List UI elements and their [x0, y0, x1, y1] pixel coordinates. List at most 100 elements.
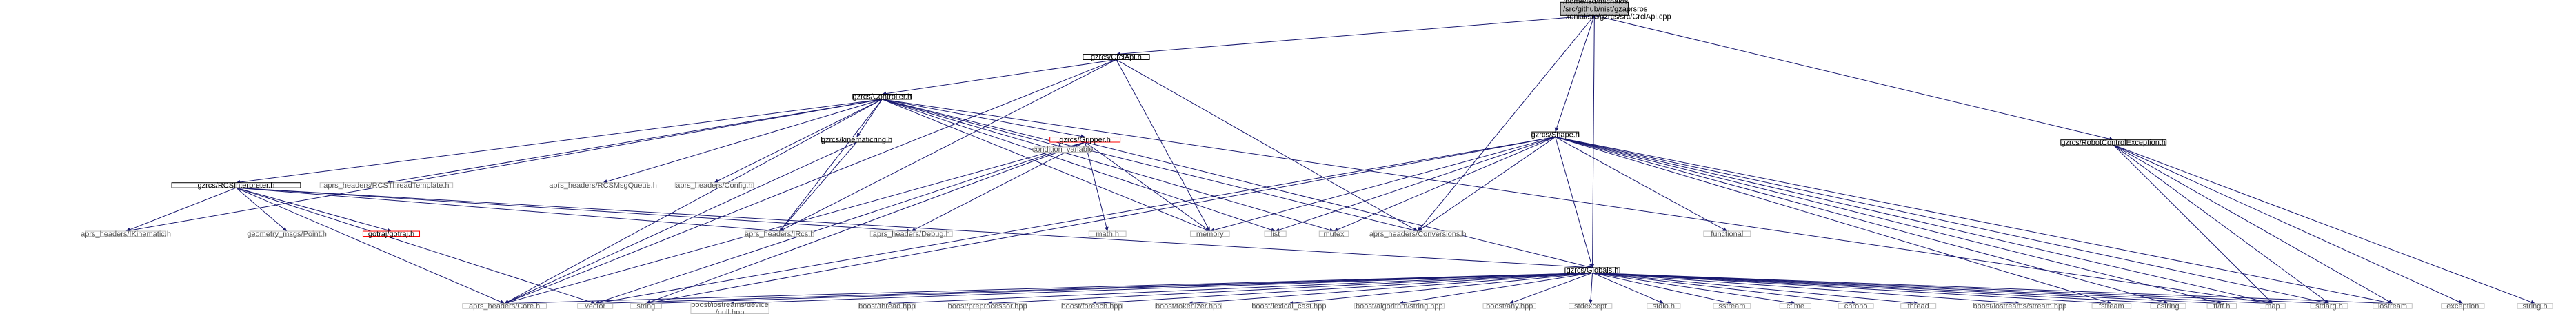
node-gotraj[interactable]: gotraj/gotraj.h: [362, 230, 421, 238]
node-fstream[interactable]: fstream: [2091, 302, 2132, 311]
edge-robotctrlexc-to-iostream: [2113, 144, 2393, 304]
node-box: [1569, 303, 1613, 309]
node-gripper[interactable]: gzrcs/Gripper.h: [1049, 136, 1121, 144]
edge-crclapi-to-ircs: [779, 59, 1117, 232]
edge-shape-to-tfh: [1555, 137, 2222, 305]
node-memory[interactable]: memory: [1189, 230, 1230, 238]
node-stdio[interactable]: stdio.h: [1647, 302, 1681, 311]
node-label: gzrcs/Globals.h: [1567, 266, 1619, 275]
node-box: [2150, 303, 2186, 309]
node-condvar[interactable]: condition_variable: [1032, 146, 1094, 154]
edge-crclapi-to-core: [504, 59, 1117, 304]
edge-shape-to-memory: [1209, 137, 1556, 233]
node-preproc[interactable]: boost/preprocessor.hpp: [948, 302, 1027, 311]
node-shape[interactable]: gzrcs/Shape.h: [1531, 130, 1580, 139]
edge-rcsinterp-to-debug: [236, 187, 912, 233]
edge-globals-to-string: [645, 272, 1593, 306]
edge-shape-to-iostream: [1555, 137, 2393, 305]
node-ikinematic[interactable]: aprs_headers/IKinematic.h: [81, 230, 171, 238]
node-label: gzrcs/RobotControlException.h: [2061, 139, 2166, 147]
node-thread_hpp[interactable]: boost/thread.hpp: [858, 302, 916, 311]
edge-controller-to-conversions: [882, 99, 1418, 233]
node-label: gzrcs/CrclApi.h: [1091, 53, 1142, 61]
node-tokenizer[interactable]: boost/tokenizer.hpp: [1155, 302, 1222, 311]
node-string[interactable]: string: [630, 302, 662, 311]
node-geompoint[interactable]: geometry_msgs/Point.h: [247, 230, 327, 238]
node-box: [1061, 303, 1123, 309]
node-label: boost/tokenizer.hpp: [1156, 302, 1221, 311]
node-box: [948, 303, 1027, 309]
edge-globals-to-algstring: [1399, 272, 1593, 305]
node-core[interactable]: aprs_headers/Core.h: [462, 302, 547, 311]
node-anyhpp[interactable]: boost/any.hpp: [1482, 302, 1536, 311]
node-label: gzrcs/RCSInterpreter.h: [198, 181, 275, 190]
node-algstring[interactable]: boost/algorithm/string.hpp: [1354, 302, 1445, 311]
node-robotctrlexc[interactable]: gzrcs/RobotControlException.h: [2060, 139, 2167, 147]
node-math[interactable]: math.h: [1088, 230, 1127, 238]
edge-rcsinterp-to-geompoint: [236, 187, 288, 232]
node-config[interactable]: aprs_headers/Config.h: [674, 181, 754, 190]
node-label: string.h: [2523, 302, 2548, 311]
edge-crclapi-to-conversions: [1116, 59, 1418, 232]
node-box: [1779, 303, 1812, 309]
node-rcsmsgq[interactable]: aprs_headers/RCSMsgQueue.h: [549, 181, 657, 190]
edge-globals-to-core: [504, 272, 1593, 306]
edge-shape-to-functional: [1555, 137, 1728, 232]
node-streamhpp[interactable]: boost/iostreams/stream.hpp: [1973, 302, 2066, 311]
edge-shape-to-stdarg: [1555, 137, 2330, 305]
node-exception[interactable]: exception: [2441, 302, 2485, 311]
node-box: [2373, 303, 2413, 309]
node-ircs[interactable]: aprs_headers/IRcs.h: [745, 230, 815, 238]
node-label: gzrcs/Shape.h: [1531, 130, 1580, 139]
node-tfh[interactable]: tf/tf.h: [2206, 302, 2237, 311]
edge-shape-to-globals: [1555, 137, 1593, 268]
node-mutex[interactable]: mutex: [1318, 230, 1349, 238]
node-stdexcept[interactable]: stdexcept: [1569, 302, 1613, 311]
node-label: stdarg.h: [2315, 302, 2343, 311]
node-debug[interactable]: aprs_headers/Debug.h: [869, 230, 953, 238]
node-label: sstream: [1718, 302, 1745, 311]
edge-globals-to-stdexcept: [1589, 273, 1593, 304]
node-conversions[interactable]: aprs_headers/Conversions.h: [1369, 230, 1467, 238]
edge-shape-to-mutex: [1334, 137, 1556, 232]
node-kinematicring[interactable]: gzrcs/kinematicring.h: [821, 136, 892, 144]
node-stdarg[interactable]: stdarg.h: [2310, 302, 2348, 311]
node-map[interactable]: map: [2259, 302, 2286, 311]
node-root[interactable]: /home/isd/michalos/src/github/nist/gzapr…: [1560, 0, 1671, 21]
edge-controller-to-map: [882, 99, 2273, 305]
node-stringh[interactable]: string.h: [2517, 302, 2553, 311]
node-lexcast[interactable]: boost/lexical_cast.hpp: [1251, 302, 1326, 311]
node-crclapi[interactable]: gzrcs/CrclApi.h: [1083, 53, 1150, 61]
node-box: [2310, 303, 2348, 309]
node-foreach[interactable]: boost/foreach.hpp: [1061, 302, 1123, 311]
edge-shape-to-conversions: [1417, 137, 1556, 232]
nodes-layer: /home/isd/michalos/src/github/nist/gzapr…: [81, 0, 2553, 314]
node-chrono[interactable]: chrono: [1838, 302, 1874, 311]
node-box: [249, 230, 325, 237]
node-box: [630, 303, 662, 309]
node-label: math.h: [1096, 230, 1119, 238]
node-label: gzrcs/kinematicring.h: [821, 136, 892, 144]
node-globals[interactable]: gzrcs/Globals.h: [1564, 266, 1620, 275]
node-rcsinterp[interactable]: gzrcs/RCSInterpreter.h: [171, 181, 301, 190]
node-rcsthread[interactable]: aprs_headers/RCSThreadTemplate.h: [319, 181, 454, 190]
node-list[interactable]: list: [1264, 230, 1287, 238]
node-nullhpp[interactable]: boost/iostreams/device/null.hpp: [690, 301, 769, 314]
node-label: boost/lexical_cast.hpp: [1251, 302, 1326, 311]
node-thread[interactable]: thread: [1900, 302, 1937, 311]
node-box: [1034, 146, 1091, 153]
node-label: thread: [1908, 302, 1929, 311]
node-controller[interactable]: gzrcs/Controller.h: [852, 93, 912, 101]
node-functional[interactable]: functional: [1703, 230, 1751, 238]
edge-rcsinterp-to-ircs: [236, 187, 780, 233]
node-vector[interactable]: vector: [577, 302, 614, 311]
node-iostream[interactable]: iostream: [2373, 302, 2413, 311]
edge-gripper-to-string: [645, 141, 1085, 304]
node-sstream[interactable]: sstream: [1713, 302, 1751, 311]
node-label: boost/any.hpp: [1486, 302, 1533, 311]
edge-root-to-crclapi: [1116, 14, 1595, 57]
node-cstring[interactable]: cstring: [2150, 302, 2186, 311]
node-ctime[interactable]: ctime: [1779, 302, 1812, 311]
edge-controller-to-mutex: [882, 99, 1334, 233]
node-box: [319, 182, 454, 188]
